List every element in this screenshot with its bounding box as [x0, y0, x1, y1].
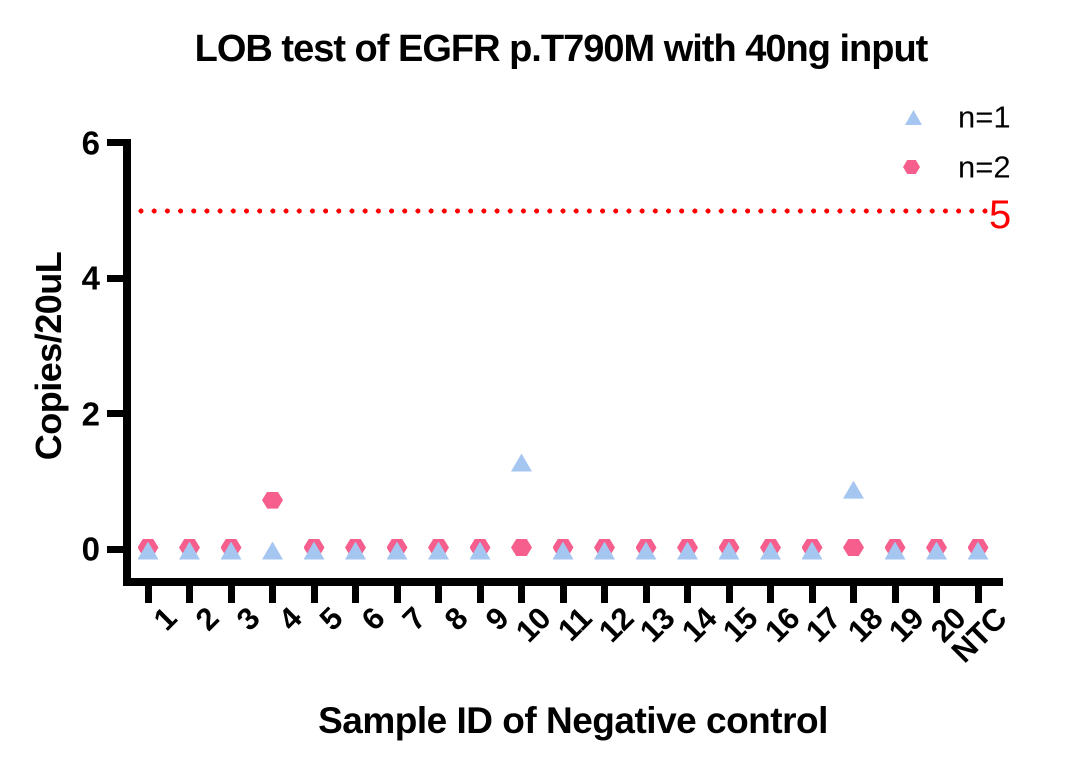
- x-tick: [725, 586, 733, 603]
- x-tick: [974, 586, 982, 603]
- x-tick: [476, 586, 484, 603]
- x-tick: [186, 586, 193, 603]
- legend-label-n1: n=1: [958, 99, 1011, 135]
- y-tick-label: 2: [81, 395, 100, 433]
- x-tick: [684, 586, 691, 603]
- legend-hexagon-icon: [903, 160, 920, 174]
- y-tick: [107, 410, 124, 418]
- x-tick: [310, 586, 318, 603]
- y-tick: [107, 545, 124, 553]
- x-tick: [767, 586, 774, 603]
- x-axis-line: [123, 578, 1003, 586]
- data-point-n1-triangle: [262, 541, 283, 560]
- y-tick: [107, 274, 124, 282]
- data-point-n2-hexagon: [843, 539, 864, 556]
- y-axis-line: [123, 139, 131, 586]
- x-tick: [269, 586, 276, 603]
- y-tick-label: 6: [81, 124, 100, 162]
- x-tick: [227, 586, 235, 603]
- data-point-n1-triangle: [843, 480, 864, 499]
- y-tick: [107, 139, 124, 147]
- legend-triangle-icon: [905, 110, 922, 125]
- x-tick: [393, 586, 401, 603]
- x-tick: [933, 586, 940, 603]
- data-point-n2-hexagon: [262, 491, 283, 509]
- x-axis-title: Sample ID of Negative control: [318, 700, 828, 741]
- x-tick: [435, 586, 442, 603]
- x-tick: [144, 586, 152, 603]
- x-tick: [559, 586, 567, 603]
- chart-title: LOB test of EGFR p.T790M with 40ng input: [194, 28, 929, 70]
- x-tick: [518, 586, 525, 603]
- x-tick: [352, 586, 359, 603]
- threshold-label: 5: [989, 193, 1012, 237]
- y-tick-label: 0: [81, 530, 100, 568]
- x-tick: [891, 586, 899, 603]
- x-tick: [850, 586, 857, 603]
- threshold-dotted-line: [138, 208, 990, 214]
- data-point-n1-triangle: [511, 453, 532, 472]
- legend-label-n2: n=2: [958, 149, 1011, 185]
- x-tick: [808, 586, 816, 603]
- data-point-n2-hexagon: [511, 539, 532, 556]
- x-tick: [642, 586, 650, 603]
- y-tick-label: 4: [81, 259, 100, 297]
- x-tick: [601, 586, 608, 603]
